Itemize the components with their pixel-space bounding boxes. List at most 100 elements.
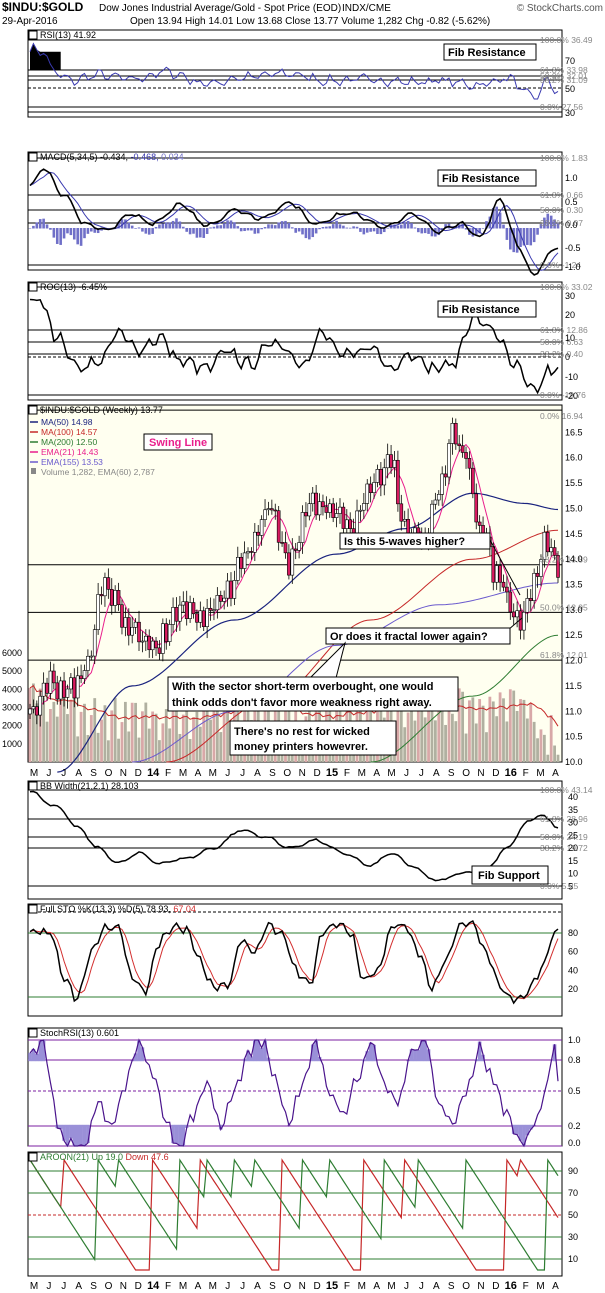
waves-note-box [339,532,491,550]
legend-label-5: Volume 1,282, EMA(60) 2,787 [41,467,155,477]
volume-bar [110,710,114,762]
macd-hist-bar [86,228,90,234]
candle-body [433,499,438,505]
volume-bar [117,738,120,762]
macd-fib-label-1: 61.8% 0.66 [540,190,583,200]
vol-tick-4: 2000 [2,721,22,731]
volume-bar [49,709,52,762]
srsi-under-fill [65,1124,70,1146]
candle-body [348,519,353,529]
macd-hist-bar [505,228,509,240]
candle-body [338,506,342,514]
srsi-over-fill [137,1040,141,1062]
candle-body [62,680,66,698]
fractal-note-box [325,627,511,645]
x-label-27: A [433,768,440,779]
volume-bar [55,716,59,762]
candle-body [164,623,169,642]
macd-hist-bar [437,228,441,236]
macd-hist-bar [498,212,502,229]
volume-bar [464,733,468,762]
srsi-over-fill [259,1047,264,1062]
macd-hist-bar [502,224,505,229]
volume-bar [556,754,560,762]
macd-hist-bar [175,218,178,229]
macd-title-signal: -0.468, [131,152,159,162]
candle-body [324,506,329,513]
macd-hist-bar [209,227,212,229]
macd-panel: 100.0% 1.83 61.8% 0.66 50.0% 0.30 38.2% 0.0… [27,151,588,276]
srsi-over-fill [38,1041,43,1062]
candle-body [58,680,63,700]
candle-body [293,548,298,551]
volume-bar [427,685,430,762]
legend-label-4: EMA(155) 13.53 [41,457,103,467]
macd-fib-resistance-note: Fib Resistance [442,173,520,185]
volume-bar [192,717,195,762]
macd-hist-bar [52,228,56,238]
vol-tick-1: 5000 [2,666,22,676]
candle-body [55,682,60,700]
candle-body [167,624,172,642]
candle-body [130,626,134,636]
volume-bar [481,705,485,762]
candle-body [556,555,560,578]
volume-bar [457,688,461,762]
bbw-note-box [471,865,549,885]
rsi-fib-label-1: 61.8% 33.98 [540,65,588,75]
macd-hist-bar [239,228,243,232]
macd-hist-bar [158,224,161,229]
x-label-11: A [195,1281,202,1292]
macd-hist-bar [382,228,386,233]
volume-bar [522,699,526,762]
candle-body [460,445,465,453]
candle-body [174,607,179,622]
srsi-over-fill [416,1049,421,1062]
volume-bar [461,691,465,762]
x-label-9: F [165,1281,171,1292]
volume-bar [423,717,427,762]
bbw-tick-2: 30 [568,818,578,828]
candle-body [368,483,373,493]
macd-tick-3: 0.0 [565,220,578,230]
candle-body [341,506,346,529]
macd-hist-bar [413,227,417,229]
candle-body [144,635,148,642]
srsi-line [29,1038,559,1148]
volume-bar [515,711,519,762]
candle-body [467,458,472,469]
aroon-title-down: Down 47.6 [126,1152,169,1162]
x-label-34: M [536,768,544,779]
srsi-over-fill [481,1054,485,1062]
candle-body [331,503,335,518]
macd-hist-bar [178,221,182,229]
rsi-title: RSI(13) 41.92 [40,30,96,40]
candle-body [184,601,189,619]
macd-hist-bar [219,225,223,229]
candle-body [454,423,458,445]
srsi-over-fill [253,1040,257,1062]
candle-body [208,607,213,611]
volume-bar [164,709,168,762]
candle-body [256,531,261,536]
macd-hist-bar [556,222,560,229]
macd-hist-bar [553,219,556,229]
candle-body [402,519,407,522]
rsi-tick-70: 70 [565,56,575,66]
candle-body [198,610,203,623]
bbw-tick-3: 25 [568,830,578,840]
price-tick-0: 16.5 [565,427,583,437]
macd-title-hist: 0.034 [161,152,184,162]
chart-exchange: INDX/CME [342,3,391,14]
macd-tick-1: 1.0 [565,173,578,183]
x-label-13: J [225,1281,230,1292]
volume-bar [181,714,185,762]
volume-bar [215,695,219,762]
candle-body [511,611,516,618]
srsi-over-fill [314,1040,318,1062]
srsi-under-fill [75,1124,80,1146]
x-label-33: F [523,1281,529,1292]
volume-bar [89,715,93,762]
macd-hist-bar [212,226,216,229]
